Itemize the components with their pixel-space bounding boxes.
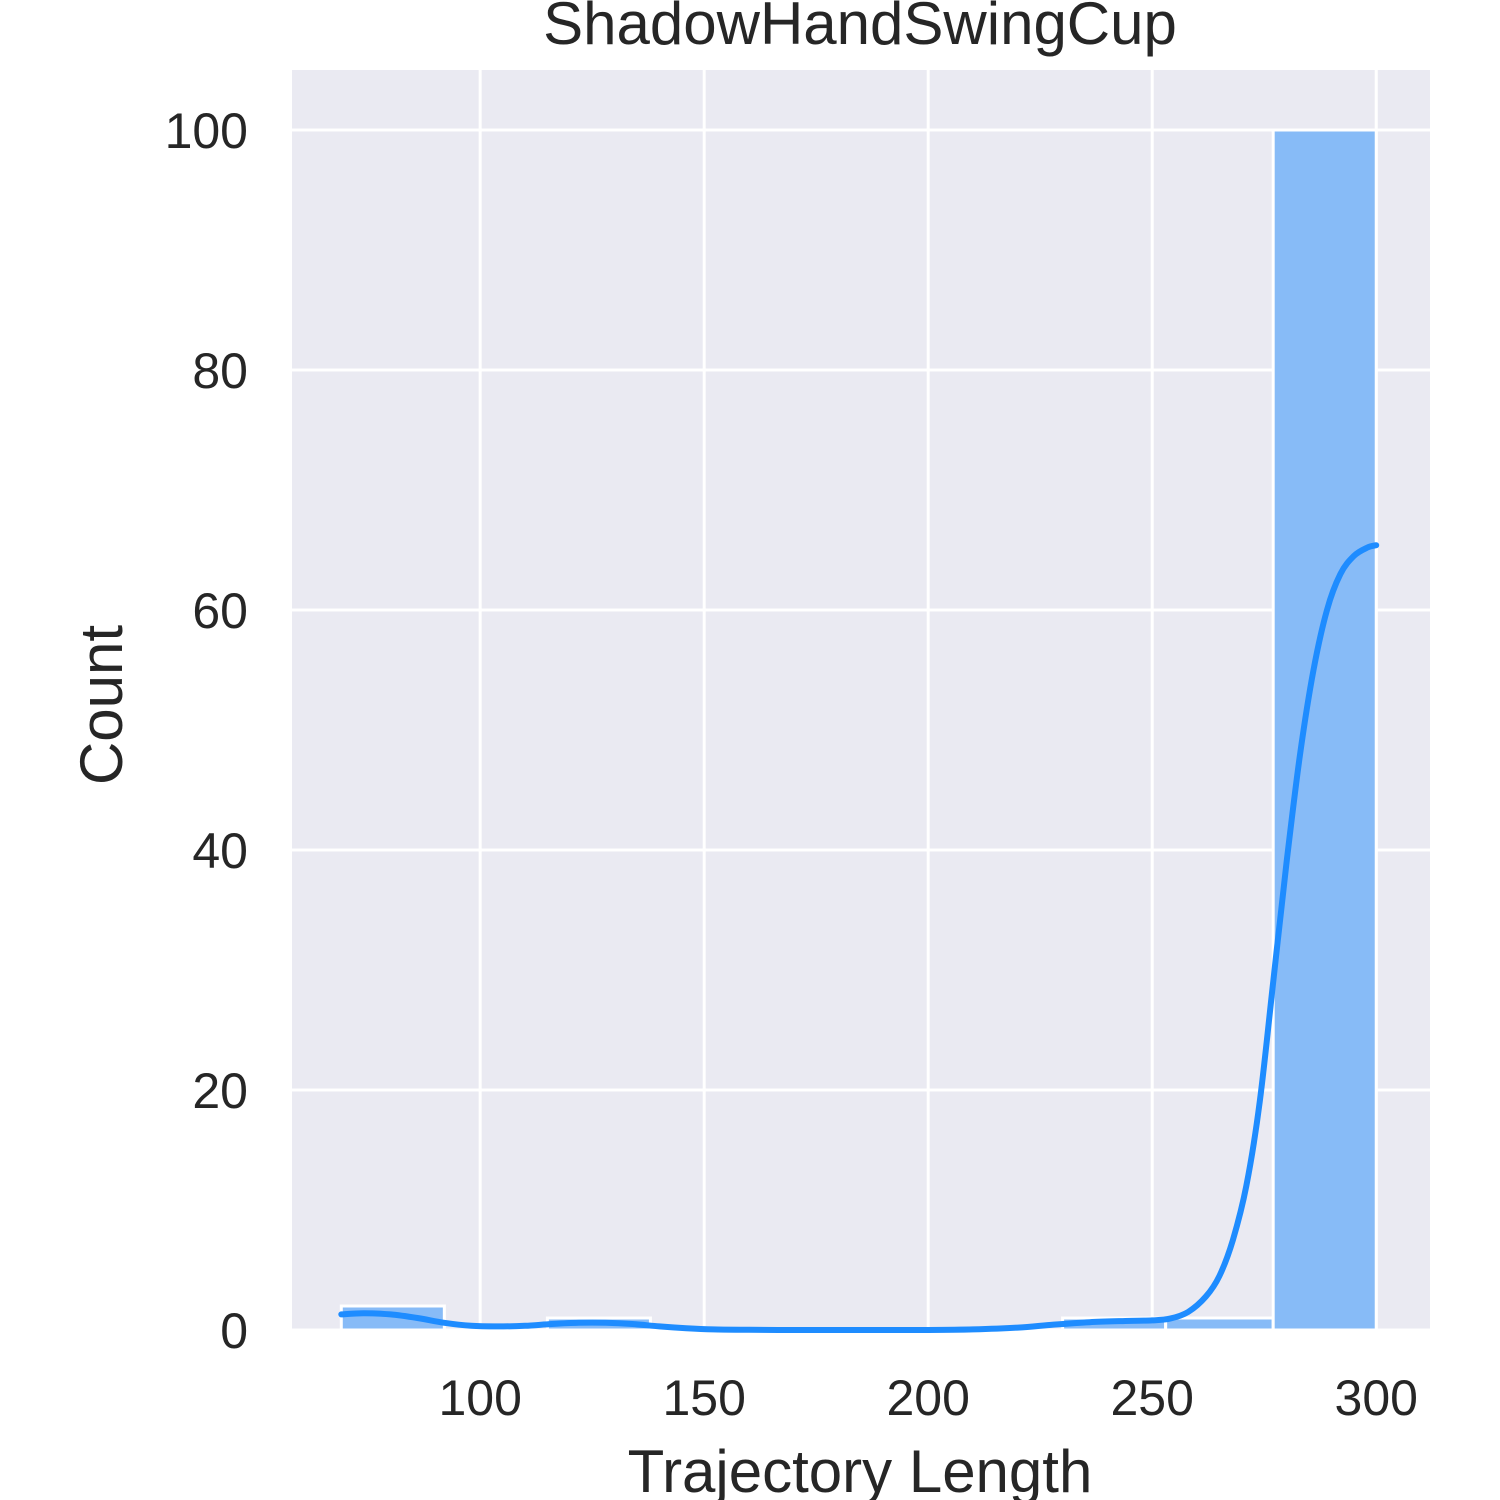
y-tick-label: 60	[192, 583, 248, 639]
y-tick-label: 100	[165, 103, 248, 159]
y-tick-label: 0	[220, 1303, 248, 1359]
x-tick-label: 150	[662, 1370, 745, 1426]
x-tick-label: 200	[886, 1370, 969, 1426]
kde-curve	[338, 542, 1380, 1334]
y-tick-label: 40	[192, 823, 248, 879]
chart-title: ShadowHandSwingCup	[543, 0, 1177, 57]
y-axis-label: Count	[68, 625, 135, 785]
y-tick-label: 80	[192, 343, 248, 399]
y-tick-label: 20	[192, 1063, 248, 1119]
histogram-bars	[339, 128, 1378, 1332]
histogram-bar	[1271, 128, 1378, 1332]
plot-background	[292, 70, 1430, 1330]
x-tick-label: 300	[1335, 1370, 1418, 1426]
x-tick-label: 100	[438, 1370, 521, 1426]
histogram-bar	[1164, 1316, 1275, 1332]
x-tick-label: 250	[1111, 1370, 1194, 1426]
y-tick-labels: 0 20 40 60 80 100	[165, 103, 248, 1359]
x-tick-labels: 100 150 200 250 300	[438, 1370, 1418, 1426]
x-axis-label: Trajectory Length	[628, 1438, 1093, 1500]
